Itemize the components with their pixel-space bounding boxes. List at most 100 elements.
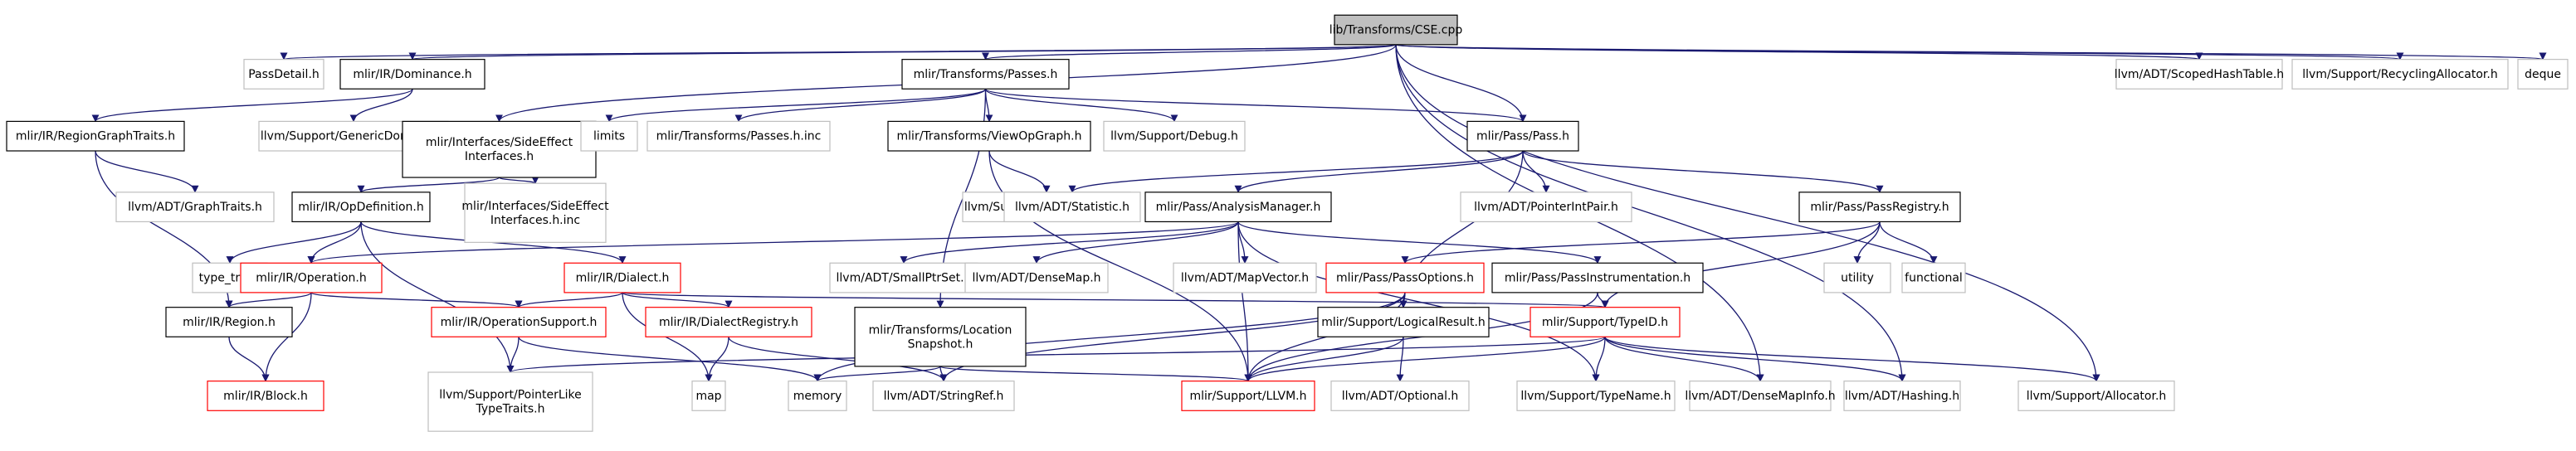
node-scopedhash: llvm/ADT/ScopedHashTable.h [2115,59,2284,90]
node-label: mlir/IR/DialectRegistry.h [659,316,798,329]
node-label: mlir/Transforms/ViewOpGraph.h [897,130,1082,143]
node-region[interactable]: mlir/IR/Region.h [165,307,293,337]
node-box [427,371,593,432]
node-box [646,120,831,152]
edge-cse-to-scopedhash [1395,44,2203,61]
edge-viewopgraph-to-rawostream [988,150,1051,193]
node-passesinc: mlir/Transforms/Passes.h.inc [646,120,831,152]
node-label: llvm/ADT/DenseMap.h [972,272,1100,285]
node-label: mlir/IR/Dialect.h [576,272,670,285]
node-label: mlir/Interfaces/SideEffect [426,136,573,149]
node-box [1173,262,1317,293]
node-label: Interfaces.h.inc [490,214,580,227]
node-label: mlir/Transforms/Passes.h.inc [656,130,822,143]
node-viewopgraph[interactable]: mlir/Transforms/ViewOpGraph.h [887,120,1091,152]
node-label: mlir/Pass/PassRegistry.h [1810,201,1949,214]
edge-opdefinition-to-pointerlike [360,221,515,373]
edge-dialect-to-dialectreg [622,292,733,308]
node-label: limits [593,130,625,143]
node-logicalresult[interactable]: mlir/Support/LogicalResult.h [1317,307,1490,337]
node-passregistry[interactable]: mlir/Pass/PassRegistry.h [1798,192,1961,223]
node-passinstr[interactable]: mlir/Pass/PassInstrumentation.h [1491,262,1704,293]
node-dialect[interactable]: mlir/IR/Dialect.h [564,262,681,293]
node-box [1334,14,1458,46]
edge-dialect-to-typeid [622,292,1608,308]
node-analysismgr[interactable]: mlir/Pass/AnalysisManager.h [1144,192,1332,223]
node-box [1530,307,1681,337]
node-pass[interactable]: mlir/Pass/Pass.h [1466,120,1579,152]
node-box [207,381,324,411]
node-limits: limits [580,120,638,152]
node-label: llvm/Support/RecyclingAllocator.h [2302,68,2497,81]
edge-analysismgr-to-passinstr [1237,221,1602,264]
edge-passinstr-to-typeid [1597,292,1609,308]
node-dominance[interactable]: mlir/IR/Dominance.h [339,59,485,90]
node-typeid[interactable]: mlir/Support/TypeID.h [1530,307,1681,337]
node-passoptions[interactable]: mlir/Pass/PassOptions.h [1325,262,1485,293]
node-label: llvm/ADT/Statistic.h [1015,201,1129,214]
edge-dialect-to-opsupport [515,292,623,308]
node-label: mlir/Support/LLVM.h [1190,390,1307,403]
node-label: utility [1841,272,1874,285]
node-block[interactable]: mlir/IR/Block.h [207,381,324,411]
edge-opsupport-to-pointerlike [506,337,520,373]
node-regiongraph[interactable]: mlir/IR/RegionGraphTraits.h [6,120,185,152]
node-label: mlir/IR/OperationSupport.h [441,316,598,329]
node-box [165,307,293,337]
node-llvmh[interactable]: mlir/Support/LLVM.h [1181,381,1315,411]
node-utility: utility [1823,262,1891,293]
node-box [2017,381,2175,411]
node-label: llvm/Support/Debug.h [1110,130,1238,143]
edge-typeid-to-pointerlike [507,336,1606,373]
node-operation[interactable]: mlir/IR/Operation.h [240,262,383,293]
edge-opdefinition-to-operation [307,221,362,264]
node-densemap: llvm/ADT/DenseMap.h [964,262,1109,293]
node-label: map [695,390,721,403]
node-densemapinfo: llvm/ADT/DenseMapInfo.h [1685,381,1836,411]
node-box [854,307,1027,367]
node-box [1843,381,1961,411]
node-label: TypeTraits.h [476,403,545,416]
node-memory: memory [788,381,847,411]
node-label: mlir/Transforms/Location [869,323,1012,337]
node-passes[interactable]: mlir/Transforms/Passes.h [901,59,1070,90]
node-label: mlir/IR/Block.h [223,390,308,403]
edge-locsnapshot-to-memory [813,366,941,382]
edge-cse-to-pass [1395,44,1527,123]
node-box [6,120,185,152]
node-opsupport[interactable]: mlir/IR/OperationSupport.h [431,307,607,337]
node-opdefinition[interactable]: mlir/IR/OpDefinition.h [291,192,431,223]
node-label: llvm/ADT/PointerIntPair.h [1474,201,1618,214]
node-box [243,59,324,90]
edge-analysismgr-to-densemap [1032,221,1239,264]
node-box [291,192,431,223]
edge-pass-to-pointerintpair [1522,150,1550,193]
node-box [1516,381,1676,411]
edge-passes-to-debug [984,88,1178,123]
node-dialectreg[interactable]: mlir/IR/DialectRegistry.h [645,307,812,337]
node-box [1330,381,1470,411]
node-cse[interactable]: lib/Transforms/CSE.cpp [1329,14,1463,46]
node-label: llvm/ADT/ScopedHashTable.h [2115,68,2284,81]
edge-passes-to-viewopgraph [984,89,993,123]
node-typename: llvm/Support/TypeName.h [1516,381,1676,411]
node-label: mlir/Pass/Pass.h [1476,130,1569,143]
node-graphtraits: llvm/ADT/GraphTraits.h [115,192,275,223]
edge-logicalresult-to-optional [1396,337,1404,382]
edge-typeid-to-typename [1592,337,1606,382]
node-optional: llvm/ADT/Optional.h [1330,381,1470,411]
edge-operation-to-opsupport [310,292,523,308]
edge-analysismgr-to-smallptrset [900,221,1239,264]
node-label: mlir/IR/OpDefinition.h [298,201,423,214]
node-label: functional [1905,272,1963,285]
node-box [339,59,485,90]
edge-typeid-to-densemapinfo [1604,337,1764,382]
node-label: mlir/Pass/PassOptions.h [1336,272,1474,285]
edge-passregistry-to-functional [1879,221,1938,264]
edge-region-to-block [228,337,270,382]
node-box [1103,120,1246,152]
node-passdetail: PassDetail.h [243,59,324,90]
edge-sideeffect-to-sideeffectinc [498,177,539,185]
